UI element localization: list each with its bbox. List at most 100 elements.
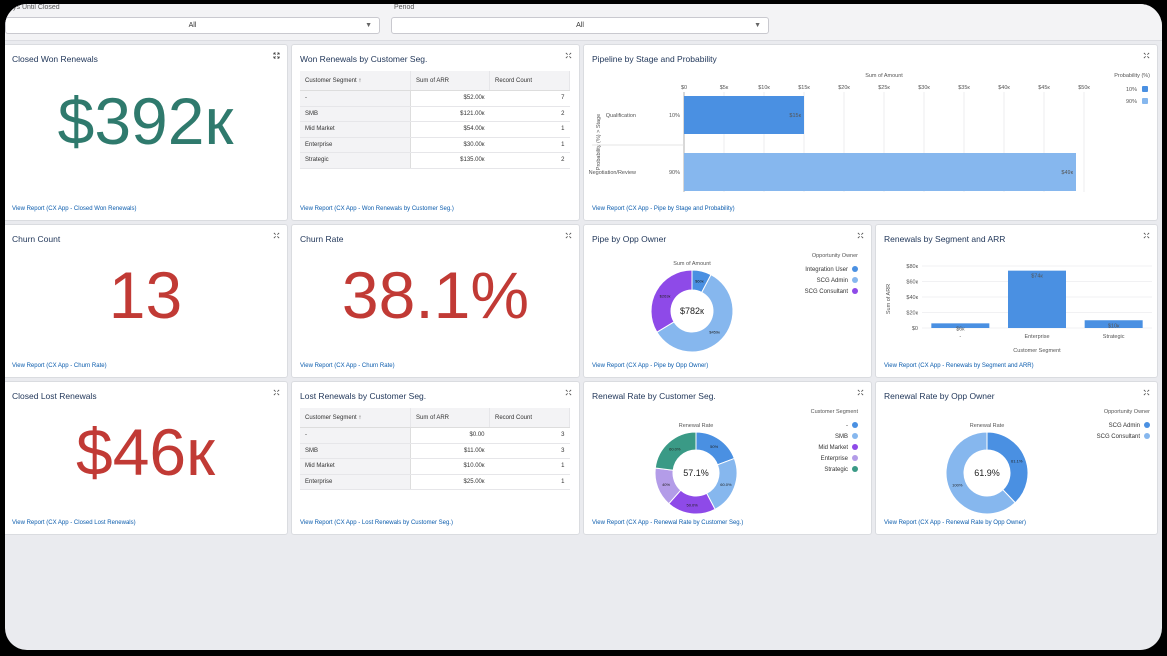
legend-label: Mid Market <box>818 445 848 451</box>
expand-icon[interactable] <box>857 389 864 396</box>
table-row: - $52.00к 7 <box>300 90 570 107</box>
bar-value-label: $74к <box>1031 274 1043 280</box>
slice-value-label: 60.0% <box>720 482 732 487</box>
legend-dot <box>852 444 858 450</box>
card-closed-won: Closed Won Renewals $392к View Report (C… <box>5 44 288 221</box>
y-tick-label: $20к <box>906 311 918 317</box>
expand-icon[interactable] <box>565 52 572 59</box>
card-title: Closed Lost Renewals <box>12 391 97 401</box>
arr-cell: $30.00к <box>410 137 490 153</box>
segment-cell: SMB <box>300 106 411 122</box>
metric-value: $392к <box>57 84 234 158</box>
card-title: Closed Won Renewals <box>12 54 98 64</box>
legend-title: Probability (%) <box>1114 73 1150 79</box>
x-tick-label: $35к <box>958 85 970 91</box>
bar-value-label: $49к <box>1061 170 1073 176</box>
slice-value-label: 61.1% <box>1011 459 1023 464</box>
view-report-link[interactable]: View Report (CX App - Lost Renewals by C… <box>300 520 453 526</box>
column-header-arr[interactable]: Sum of ARR <box>410 71 490 91</box>
arr-cell: $54.00к <box>410 121 490 138</box>
legend-label: SCG Admin <box>817 278 848 284</box>
card-rate-seg: Renewal Rate by Customer Seg. Renewal Ra… <box>583 381 872 535</box>
expand-icon[interactable] <box>273 232 280 239</box>
x-axis-title: Customer Segment <box>1013 348 1061 354</box>
legend-dot <box>852 266 858 272</box>
view-report-link[interactable]: View Report (CX App - Renewals by Segmen… <box>884 363 1034 369</box>
column-header-count[interactable]: Record Count <box>489 408 570 428</box>
expand-icon[interactable] <box>857 232 864 239</box>
x-tick-label: Strategic <box>1103 334 1125 340</box>
legend-dot <box>852 433 858 439</box>
bar <box>931 323 990 328</box>
expand-icon[interactable] <box>273 52 280 59</box>
column-header-segment[interactable]: Customer Segment ↑ <box>300 71 411 91</box>
count-cell: 1 <box>489 137 570 153</box>
x-tick-label: $10к <box>758 85 770 91</box>
legend-title: Customer Segment <box>811 409 859 415</box>
x-tick-label: - <box>959 334 961 340</box>
count-cell: 2 <box>489 152 570 169</box>
donut-slice <box>986 431 1029 504</box>
arr-cell: $25.00к <box>410 474 490 490</box>
bar <box>684 153 1076 191</box>
legend-dot <box>1144 433 1150 439</box>
x-tick-label: $0 <box>681 85 687 91</box>
table-row: Enterprise $30.00к 1 <box>300 137 570 153</box>
expand-icon[interactable] <box>565 232 572 239</box>
x-tick-label: $50к <box>1078 85 1090 91</box>
donut-center-value: 57.1% <box>683 468 709 478</box>
view-report-link[interactable]: View Report (CX App - Closed Lost Renewa… <box>12 520 136 526</box>
filter-select-days[interactable]: All ▼ <box>5 17 380 34</box>
expand-icon[interactable] <box>1143 52 1150 59</box>
view-report-link[interactable]: View Report (CX App - Pipe by Stage and … <box>592 206 735 212</box>
view-report-link[interactable]: View Report (CX App - Renewal Rate by Op… <box>884 520 1026 526</box>
filter-select-period[interactable]: All ▼ <box>391 17 769 34</box>
table-row: - $0.00 3 <box>300 427 570 444</box>
bar-value-label: $6к <box>956 326 965 332</box>
legend-label: Strategic <box>824 467 848 473</box>
stage-label: Negotiation/Review <box>589 170 636 176</box>
probability-label: 10% <box>669 113 680 119</box>
card-churn-rate: Churn Rate 38.1% View Report (CX App - C… <box>291 224 580 378</box>
y-axis-title: Sum of ARR <box>886 284 892 314</box>
view-report-link[interactable]: View Report (CX App - Renewal Rate by Cu… <box>592 520 744 526</box>
count-cell: 3 <box>489 443 570 459</box>
table-row: Enterprise $25.00к 1 <box>300 474 570 490</box>
view-report-link[interactable]: View Report (CX App - Won Renewals by Cu… <box>300 206 454 212</box>
column-header-count[interactable]: Record Count <box>489 71 570 91</box>
table-row: SMB $121.00к 2 <box>300 106 570 122</box>
segment-cell: Mid Market <box>300 458 411 475</box>
card-seg-arr: Renewals by Segment and ARR $0 $20к $40к $6… <box>875 224 1158 378</box>
pipeline-bar-chart: Sum of Amount $0 $5к $10к $15к $20к $25к $30к $3… <box>589 73 1150 192</box>
probability-label: 90% <box>669 170 680 176</box>
expand-icon[interactable] <box>1143 389 1150 396</box>
view-report-link[interactable]: View Report (CX App - Pipe by Opp Owner) <box>592 363 709 369</box>
expand-icon[interactable] <box>273 389 280 396</box>
legend-label: SCG Admin <box>1109 423 1140 429</box>
legend-label: 10% <box>1126 87 1137 93</box>
column-header-segment[interactable]: Customer Segment ↑ <box>300 408 411 428</box>
count-cell: 7 <box>489 90 570 107</box>
view-report-link[interactable]: View Report (CX App - Churn Rate) <box>300 363 395 369</box>
column-header-arr[interactable]: Sum of ARR <box>410 408 490 428</box>
expand-icon[interactable] <box>565 389 572 396</box>
segment-cell: Enterprise <box>300 474 411 490</box>
arr-cell: $121.00к <box>410 106 490 122</box>
y-tick-label: $0 <box>912 326 918 332</box>
card-won-by-seg: Won Renewals by Customer Seg. Customer S… <box>291 44 580 221</box>
card-lost-by-seg: Lost Renewals by Customer Seg. Customer … <box>291 381 580 535</box>
count-cell: 1 <box>489 121 570 138</box>
bar <box>1008 270 1066 328</box>
legend-dot <box>852 455 858 461</box>
slice-value-label: 100% <box>952 482 963 487</box>
arr-cell: $0.00 <box>410 427 490 444</box>
x-tick-label: $15к <box>798 85 810 91</box>
legend-swatch <box>1142 86 1148 92</box>
view-report-link[interactable]: View Report (CX App - Churn Rate) <box>12 363 107 369</box>
slice-value-label: $263к <box>660 293 671 298</box>
expand-icon[interactable] <box>1143 232 1150 239</box>
view-report-link[interactable]: View Report (CX App - Closed Won Renewal… <box>12 206 137 212</box>
legend-dot <box>852 466 858 472</box>
donut-slice <box>945 431 1016 515</box>
slice-value-label: 40% <box>662 482 670 487</box>
